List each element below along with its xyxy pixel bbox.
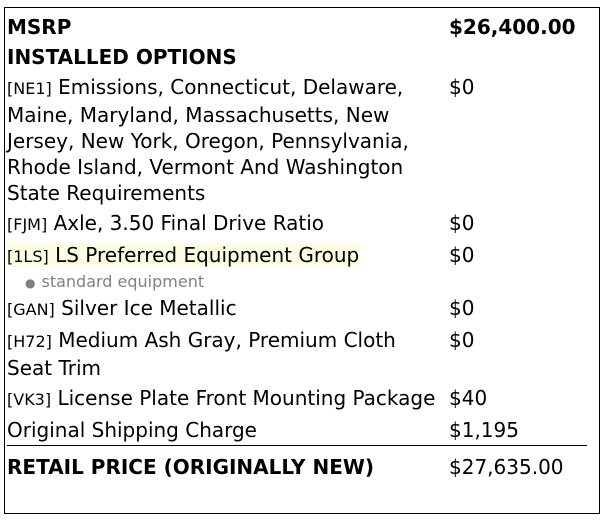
option-price: $0 [449, 243, 475, 267]
sub-item-text: standard equipment [41, 272, 205, 291]
price-table: MSRP $26,400.00 INSTALLED OPTIONS [NE1] … [7, 12, 587, 482]
option-code: [1LS] [7, 247, 49, 266]
option-code: [FJM] [7, 215, 48, 234]
option-row: [H72] Medium Ash Gray, Premium Cloth Sea… [7, 325, 587, 383]
option-price: $0 [449, 328, 475, 352]
msrp-label: MSRP [7, 15, 72, 39]
installed-options-heading-row: INSTALLED OPTIONS [7, 42, 587, 72]
option-row: [VK3] License Plate Front Mounting Packa… [7, 383, 587, 415]
option-name: LS Preferred Equipment Group [55, 243, 360, 267]
option-row: [GAN] Silver Ice Metallic $0 [7, 293, 587, 325]
retail-price-row: RETAIL PRICE (ORIGINALLY NEW) $27,635.00 [7, 445, 587, 482]
retail-label: RETAIL PRICE (ORIGINALLY NEW) [7, 445, 447, 482]
bullet-icon: ● [25, 276, 36, 290]
retail-value: $27,635.00 [447, 445, 587, 482]
shipping-value: $1,195 [449, 418, 519, 442]
option-price: $0 [449, 75, 475, 99]
option-row: [FJM] Axle, 3.50 Final Drive Ratio $0 [7, 208, 587, 240]
window-sticker-box [4, 7, 600, 514]
option-name: License Plate Front Mounting Package [57, 386, 436, 410]
option-name: Axle, 3.50 Final Drive Ratio [53, 211, 325, 235]
msrp-value: $26,400.00 [449, 15, 576, 39]
shipping-row: Original Shipping Charge $1,195 [7, 415, 587, 446]
option-name: Emissions, Connecticut, Delaware, Maine,… [7, 75, 409, 205]
option-price: $40 [449, 386, 488, 410]
option-code: [VK3] [7, 390, 52, 409]
option-code: [H72] [7, 332, 52, 351]
option-price: $0 [449, 211, 475, 235]
option-sub-item: ● standard equipment [7, 272, 587, 293]
installed-options-heading: INSTALLED OPTIONS [7, 45, 237, 69]
option-name: Medium Ash Gray, Premium Cloth Seat Trim [7, 328, 396, 380]
shipping-label: Original Shipping Charge [7, 418, 257, 442]
option-price: $0 [449, 296, 475, 320]
option-row: [1LS] LS Preferred Equipment Group $0 [7, 240, 587, 272]
option-code: [NE1] [7, 79, 52, 98]
option-code: [GAN] [7, 300, 55, 319]
option-row: [NE1] Emissions, Connecticut, Delaware, … [7, 72, 587, 208]
msrp-row: MSRP $26,400.00 [7, 12, 587, 42]
option-name: Silver Ice Metallic [61, 296, 237, 320]
